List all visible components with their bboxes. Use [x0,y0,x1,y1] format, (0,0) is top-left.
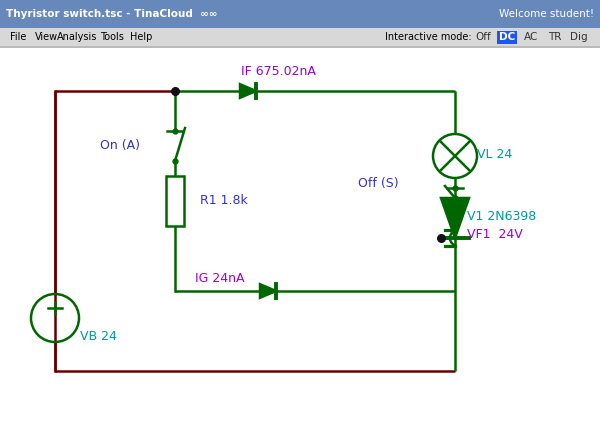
Text: VL 24: VL 24 [477,148,512,161]
Polygon shape [260,284,276,298]
Text: AC: AC [524,32,538,42]
Bar [166,176,184,226]
Polygon shape [441,198,469,238]
Text: View: View [35,32,58,42]
Text: Interactive mode:: Interactive mode: [385,32,472,42]
Text: TR: TR [548,32,562,42]
Text: Tools: Tools [100,32,124,42]
Bar [0,28,600,46]
Text: IG 24nA: IG 24nA [195,273,245,285]
Text: DC: DC [499,32,515,42]
Text: VF1  24V: VF1 24V [467,227,523,240]
Text: Off (S): Off (S) [358,177,398,190]
Text: File: File [10,32,26,42]
Bar [0,46,600,48]
Polygon shape [240,84,256,98]
Text: Dig: Dig [570,32,588,42]
Text: Thyristor switch.tsc - TinaCloud  ∞∞: Thyristor switch.tsc - TinaCloud ∞∞ [6,9,217,19]
Text: On (A): On (A) [100,140,140,153]
Text: Welcome student!: Welcome student! [499,9,594,19]
Text: V1 2N6398: V1 2N6398 [467,210,536,223]
Text: R1 1.8k: R1 1.8k [200,194,248,207]
Bar [0,0,600,28]
Text: Help: Help [130,32,152,42]
Text: IF 675.02nA: IF 675.02nA [241,65,316,78]
Text: Off: Off [475,32,491,42]
Bar [497,31,517,44]
Text: Analysis: Analysis [57,32,97,42]
Text: VB 24: VB 24 [80,330,117,343]
